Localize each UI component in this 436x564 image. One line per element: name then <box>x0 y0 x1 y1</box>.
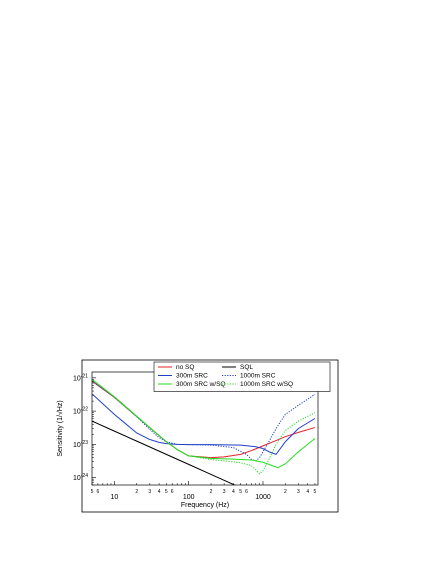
legend-label: 1000m SRC <box>240 373 276 380</box>
series-line-no-sq <box>92 380 316 459</box>
series-line-sql <box>92 420 236 485</box>
series-line-1000m-src-w-sq <box>92 378 316 475</box>
x-minor-tick-label: 4 <box>158 489 161 495</box>
x-tick-label: 100 <box>183 494 195 501</box>
x-minor-tick-label: 2 <box>135 489 138 495</box>
legend-label: no SQ <box>176 364 194 371</box>
x-minor-tick-label: 4 <box>232 489 235 495</box>
x-minor-tick-label: 4 <box>306 489 309 495</box>
x-minor-tick-label: 5 <box>314 489 317 495</box>
y-axis-title: Sensitivity (1/√Hz) <box>56 400 64 456</box>
legend-label: SQL <box>240 364 253 371</box>
legend: no SQ SQL 300m SRC 1000m SRC 300m SRC w/SQ 10… <box>153 361 331 392</box>
y-tick-label: 10-24 <box>73 473 88 482</box>
y-tick-label: 10-23 <box>73 440 88 449</box>
series-layer <box>92 378 316 485</box>
y-tick-label: 10-21 <box>73 373 88 382</box>
figure-frame <box>81 359 339 513</box>
series-line-1000m-src <box>92 380 316 462</box>
x-minor-tick-label: 6 <box>171 489 174 495</box>
x-minor-tick-label: 6 <box>96 489 99 495</box>
legend-label: 1000m SRC w/SQ <box>240 381 293 388</box>
x-minor-tick-label: 3 <box>148 489 151 495</box>
x-minor-tick-label: 5 <box>239 489 242 495</box>
x-minor-tick-label: 2 <box>210 489 213 495</box>
legend-label: 300m SRC <box>176 373 208 380</box>
x-minor-tick-label: 2 <box>284 489 287 495</box>
x-minor-tick-label: 3 <box>223 489 226 495</box>
x-minor-tick-label: 3 <box>297 489 300 495</box>
x-axis-title: Frequency (Hz) <box>181 502 229 509</box>
legend-box <box>153 361 331 392</box>
series-line-300m-src-w-sq <box>92 378 316 469</box>
legend-label: 300m SRC w/SQ <box>176 381 226 388</box>
x-tick-label: 10 <box>110 494 118 501</box>
x-tick-label: 1000 <box>255 494 271 501</box>
y-tick-label: 10-22 <box>73 407 88 416</box>
x-minor-tick-label: 6 <box>245 489 248 495</box>
x-minor-tick-label: 5 <box>91 489 94 495</box>
x-minor-tick-label: 5 <box>165 489 168 495</box>
